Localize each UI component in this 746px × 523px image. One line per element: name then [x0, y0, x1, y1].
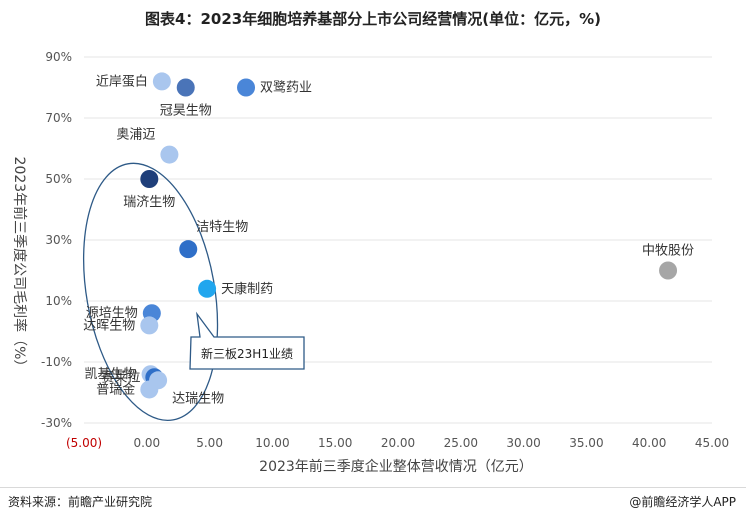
point-label: 双鹭药业	[260, 80, 312, 96]
y-tick-label: 70%	[45, 111, 72, 125]
data-point	[237, 78, 256, 97]
point-label: 天康制药	[221, 281, 273, 297]
y-tick-label: 30%	[45, 233, 72, 247]
x-tick-label: 30.00	[506, 436, 540, 450]
chart-title: 图表4：2023年细胞培养基部分上市公司经营情况(单位：亿元，%)	[145, 10, 601, 28]
data-points	[140, 72, 678, 399]
point-label: 达晖生物	[83, 318, 135, 333]
point-label: 近岸蛋白	[96, 73, 148, 89]
scatter-chart: -30% -10% 10% 30% 50% 70% 90% (5.00) 0.00 5.00 10.…	[11, 50, 729, 475]
point-label: 瑞济生物	[123, 195, 175, 210]
x-tick-label: 35.00	[569, 436, 603, 450]
callout: 新三板23H1业绩	[189, 311, 305, 370]
y-tick-label: -30%	[41, 416, 72, 430]
point-label: 赛莱拉	[101, 369, 140, 385]
x-tick-label: 0.00	[133, 436, 160, 450]
y-tick-label: -10%	[41, 355, 72, 369]
point-label: 冠昊生物	[160, 104, 212, 119]
y-axis-title: 2023年前三季度公司毛利率（%）	[11, 157, 28, 374]
axis-ticks: -30% -10% 10% 30% 50% 70% 90% (5.00) 0.00 5.00 10.…	[41, 50, 729, 450]
data-point	[176, 78, 195, 97]
point-label: 源培生物	[86, 305, 138, 321]
data-point	[140, 316, 159, 335]
callout-text: 新三板23H1业绩	[201, 346, 293, 361]
x-axis-title: 2023年前三季度企业整体营收情况（亿元）	[259, 458, 533, 475]
x-tick-label: 10.00	[255, 436, 289, 450]
source-note: 资料来源：前瞻产业研究院	[8, 495, 153, 509]
data-point	[140, 170, 159, 188]
point-label: 凯基生物	[85, 367, 137, 382]
data-point	[149, 371, 168, 390]
x-tick-label: 45.00	[695, 436, 729, 450]
x-tick-label: 40.00	[632, 436, 666, 450]
point-label: 洁特生物	[196, 220, 248, 235]
point-label: 奥浦迈	[116, 128, 155, 143]
data-point	[198, 279, 217, 298]
point-label: 中牧股份	[642, 244, 694, 259]
data-point	[160, 145, 179, 164]
point-label: 普瑞金	[96, 381, 135, 397]
credit-note: @前瞻经济学人APP	[629, 495, 736, 509]
x-tick-label: 25.00	[444, 436, 478, 450]
y-tick-label: 90%	[45, 50, 72, 64]
point-label: 达瑞生物	[172, 391, 224, 406]
y-tick-label: 10%	[45, 294, 72, 308]
footer-divider	[0, 487, 746, 488]
data-point	[152, 72, 171, 91]
highlight-ellipse	[82, 162, 219, 422]
data-point	[179, 240, 198, 259]
data-point	[659, 261, 678, 280]
grid-lines	[84, 56, 712, 424]
highlight-oval	[82, 162, 219, 422]
x-tick-label: (5.00)	[66, 436, 102, 450]
x-tick-label: 5.00	[196, 436, 223, 450]
y-tick-label: 50%	[45, 172, 72, 186]
callout-box	[189, 311, 305, 370]
x-tick-label: 15.00	[318, 436, 352, 450]
x-tick-label: 20.00	[381, 436, 415, 450]
